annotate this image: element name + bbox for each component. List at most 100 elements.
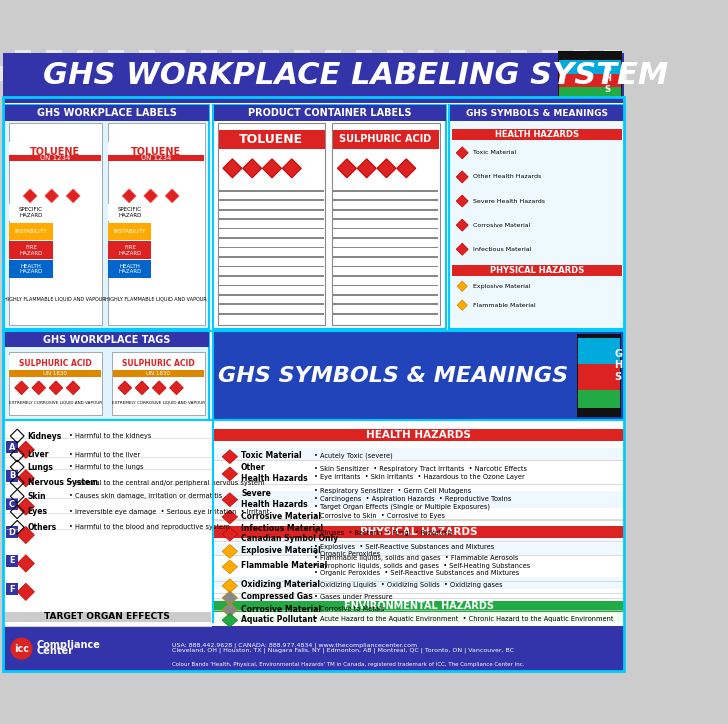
Bar (333, 275, 438, 277)
Text: TARGET ORGAN EFFECTS: TARGET ORGAN EFFECTS (44, 613, 170, 621)
Text: Oxidizing Material: Oxidizing Material (241, 581, 320, 589)
Bar (480, 66, 496, 81)
Text: SPECIFIC
HAZARD: SPECIFIC HAZARD (118, 207, 142, 218)
Bar (6, 584, 18, 595)
Text: Infectious Material: Infectious Material (472, 247, 531, 252)
Bar (620, 81, 636, 97)
Text: Nervous System: Nervous System (28, 478, 98, 487)
Bar (372, 66, 387, 81)
Bar (333, 228, 438, 230)
Bar (333, 190, 438, 192)
Bar (333, 303, 438, 306)
Bar (332, 122, 440, 325)
Bar (279, 51, 294, 66)
Bar (558, 66, 573, 81)
Bar (558, 81, 573, 97)
Bar (170, 81, 186, 97)
Bar (213, 577, 624, 593)
Text: TOLUENE: TOLUENE (30, 147, 80, 157)
Bar (573, 81, 589, 97)
Bar (213, 526, 624, 541)
Bar (356, 51, 372, 66)
Bar (542, 66, 558, 81)
Bar (47, 51, 62, 66)
Text: EXTREMELY CORROSIVE LIQUID AND VAPOUR: EXTREMELY CORROSIVE LIQUID AND VAPOUR (9, 400, 102, 405)
Bar (527, 51, 542, 66)
Bar (341, 81, 356, 97)
Bar (333, 313, 438, 315)
Text: • Gases under Pressure: • Gases under Pressure (314, 594, 393, 600)
Polygon shape (23, 189, 37, 203)
Text: ENVIRONMENTAL HAZARDS: ENVIRONMENTAL HAZARDS (344, 602, 494, 612)
Bar (218, 275, 324, 277)
Text: Explosive Material: Explosive Material (472, 284, 530, 289)
Bar (449, 51, 464, 66)
Polygon shape (263, 159, 282, 178)
Bar (218, 294, 324, 295)
Bar (464, 81, 480, 97)
Polygon shape (397, 159, 416, 178)
Bar (112, 352, 205, 416)
Polygon shape (17, 498, 34, 515)
Bar (15, 66, 31, 81)
Bar (218, 190, 324, 192)
Bar (333, 130, 439, 148)
Bar (155, 51, 170, 66)
Bar (155, 81, 170, 97)
Polygon shape (170, 381, 183, 395)
Polygon shape (165, 189, 179, 203)
Bar (9, 154, 100, 161)
Polygon shape (222, 510, 237, 524)
Bar (419, 51, 434, 66)
Text: • Harmful to the blood and reproductive system: • Harmful to the blood and reproductive … (69, 524, 229, 530)
Bar (3, 626, 624, 671)
Bar (248, 51, 264, 66)
Bar (6, 470, 18, 481)
Text: UN 1830: UN 1830 (146, 371, 170, 376)
Bar (9, 355, 100, 372)
Bar (403, 81, 419, 97)
Bar (232, 81, 248, 97)
Bar (0, 81, 15, 97)
Text: • Respiratory Sensitizer  • Germ Cell Mutagens
• Carcinogens  • Aspiration Hazar: • Respiratory Sensitizer • Germ Cell Mut… (314, 488, 512, 510)
Text: D: D (9, 528, 15, 537)
Bar (511, 81, 527, 97)
Bar (108, 242, 151, 258)
Bar (170, 66, 186, 81)
Bar (218, 209, 324, 211)
Bar (511, 66, 527, 81)
Bar (93, 66, 108, 81)
Text: • Causes skin damage, irritation or dermatitis: • Causes skin damage, irritation or derm… (69, 493, 222, 500)
Bar (108, 81, 124, 97)
Bar (325, 81, 341, 97)
Bar (542, 81, 558, 97)
Text: E: E (9, 556, 15, 565)
Bar (356, 81, 372, 97)
Bar (558, 51, 622, 98)
Bar (620, 51, 636, 66)
Bar (31, 81, 47, 97)
Bar (310, 81, 325, 97)
Text: • Harmful to the lungs: • Harmful to the lungs (69, 464, 143, 470)
Text: SULPHURIC ACID: SULPHURIC ACID (339, 134, 432, 144)
Text: GHS SYMBOLS & MEANINGS: GHS SYMBOLS & MEANINGS (466, 109, 608, 118)
Polygon shape (152, 381, 166, 395)
Text: EXTREMELY CORROSIVE LIQUID AND VAPOUR: EXTREMELY CORROSIVE LIQUID AND VAPOUR (112, 400, 205, 405)
Bar (213, 526, 624, 538)
Text: HEALTH HAZARDS: HEALTH HAZARDS (495, 130, 579, 139)
Polygon shape (49, 381, 63, 395)
Text: • Flammable liquids, solids and gases  • Flammable Aerosols
• Pyrophoric liquids: • Flammable liquids, solids and gases • … (314, 555, 531, 576)
Bar (124, 51, 140, 66)
Bar (213, 448, 624, 460)
Bar (213, 466, 624, 484)
Bar (108, 203, 151, 221)
Bar (77, 51, 93, 66)
Text: GHS WORKPLACE TAGS: GHS WORKPLACE TAGS (43, 334, 170, 345)
Polygon shape (223, 159, 242, 178)
Bar (419, 66, 434, 81)
Bar (9, 203, 52, 221)
Bar (449, 66, 464, 81)
Text: Aquatic Pollutant: Aquatic Pollutant (241, 615, 317, 624)
Bar (449, 106, 625, 329)
Bar (213, 558, 624, 581)
